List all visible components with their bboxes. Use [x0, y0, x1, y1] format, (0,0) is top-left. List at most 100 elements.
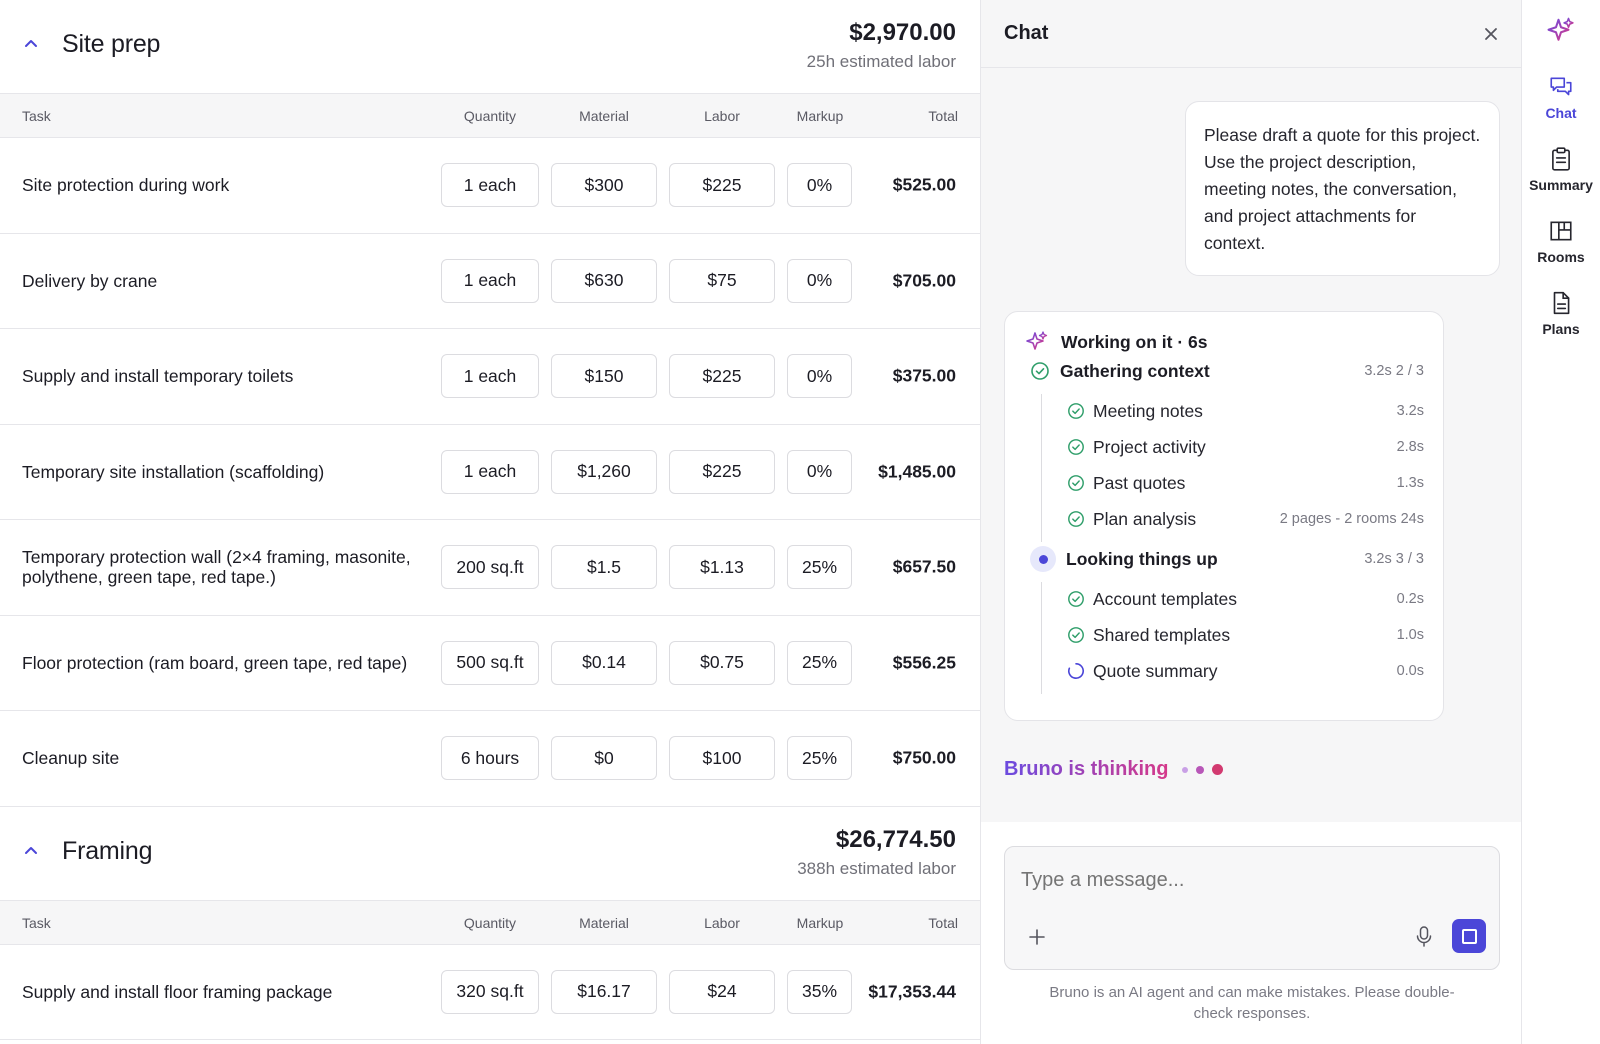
markup-field[interactable]: 0%: [787, 258, 852, 303]
labor-field[interactable]: $0.75: [669, 640, 775, 685]
thinking-indicator: Bruno is thinking: [1004, 758, 1224, 781]
quantity-field[interactable]: 200 sq.ft: [441, 545, 539, 590]
table-row: Temporary site installation (scaffolding…: [0, 425, 980, 520]
side-rail: Chat Summary Rooms Plans: [1522, 0, 1600, 1044]
row-total: $705.00: [892, 270, 956, 291]
check-circle-icon: [1068, 403, 1084, 419]
step-name: Past quotes: [1093, 472, 1186, 493]
quantity-field[interactable]: 1 each: [441, 449, 539, 494]
column-header-markup: Markup: [796, 914, 844, 931]
step-group-meta: 3.2s 3 / 3: [1364, 551, 1424, 567]
chat-title: Chat: [1004, 22, 1049, 44]
stop-icon: [1461, 928, 1477, 944]
chevron-up-icon[interactable]: [22, 842, 40, 860]
sparkle-icon[interactable]: [1546, 16, 1576, 46]
rail-label: Summary: [1529, 177, 1593, 193]
check-circle-icon: [1068, 591, 1084, 607]
row-total: $17,353.44: [868, 981, 956, 1002]
message-input[interactable]: [1021, 869, 1461, 892]
step-duration: 1.0s: [1396, 627, 1424, 643]
material-field[interactable]: $150: [551, 354, 657, 399]
task-name: Site protection during work: [22, 175, 230, 196]
quantity-field[interactable]: 1 each: [441, 258, 539, 303]
markup-field[interactable]: 0%: [787, 449, 852, 494]
thinking-text: Bruno is thinking: [1004, 758, 1169, 780]
material-field[interactable]: $16.17: [551, 969, 657, 1014]
labor-field[interactable]: $24: [669, 969, 775, 1014]
rail-item-chat[interactable]: Chat: [1522, 74, 1600, 121]
table-row: Site protection during work 1 each $300 …: [0, 138, 980, 234]
section-labor-estimate: 25h estimated labor: [806, 52, 956, 71]
row-total: $750.00: [892, 747, 956, 768]
step-group[interactable]: Gathering context 3.2s 2 / 3: [1030, 358, 1424, 384]
labor-field[interactable]: $225: [669, 449, 775, 494]
quantity-field[interactable]: 1 each: [441, 163, 539, 208]
step-group-name: Gathering context: [1060, 360, 1210, 381]
rail-item-summary[interactable]: Summary: [1522, 146, 1600, 193]
check-circle-icon: [1068, 627, 1084, 643]
task-name: Supply and install temporary toilets: [22, 366, 294, 387]
active-step-icon: [1030, 546, 1056, 572]
section-header-site-prep: Site prep $2,970.00 25h estimated labor: [0, 0, 980, 94]
task-name: Temporary site installation (scaffolding…: [22, 461, 325, 482]
markup-field[interactable]: 35%: [787, 969, 852, 1014]
task-name: Supply and install floor framing package: [22, 981, 333, 1002]
step-duration: 0.2s: [1396, 591, 1424, 607]
material-field[interactable]: $1,260: [551, 449, 657, 494]
table-header: Task Quantity Material Labor Markup Tota…: [0, 900, 980, 945]
labor-field[interactable]: $225: [669, 354, 775, 399]
step-group[interactable]: Looking things up 3.2s 3 / 3: [1030, 546, 1424, 572]
clipboard-icon: [1552, 147, 1570, 171]
column-header-material: Material: [579, 914, 629, 931]
plus-icon[interactable]: [1027, 927, 1047, 947]
typing-dots: [1182, 764, 1224, 775]
markup-field[interactable]: 25%: [787, 545, 852, 590]
step-duration: 0.0s: [1396, 663, 1424, 679]
disclaimer: Bruno is an AI agent and can make mistak…: [1049, 984, 1455, 1022]
section-title: Site prep: [62, 30, 161, 58]
row-total: $556.25: [892, 652, 956, 673]
material-field[interactable]: $0.14: [551, 640, 657, 685]
markup-field[interactable]: 0%: [787, 163, 852, 208]
markup-field[interactable]: 0%: [787, 354, 852, 399]
table-row: Floor protection (ram board, green tape,…: [0, 616, 980, 711]
stop-button[interactable]: [1452, 919, 1486, 953]
column-header-material: Material: [579, 108, 629, 124]
labor-field[interactable]: $1.13: [669, 545, 775, 590]
close-icon[interactable]: [1483, 26, 1499, 42]
material-field[interactable]: $300: [551, 163, 657, 208]
check-circle-icon: [1068, 511, 1084, 527]
table-row: Supply and install floor framing package…: [0, 945, 980, 1040]
step-connector: [1041, 582, 1042, 694]
rail-item-rooms[interactable]: Rooms: [1522, 218, 1600, 265]
chat-panel: Chat Please draft a quote for this proje…: [980, 0, 1522, 1044]
chat-header: Chat: [981, 0, 1521, 68]
composer-area: Bruno is an AI agent and can make mistak…: [981, 822, 1521, 1044]
step-duration: 2 pages - 2 rooms 24s: [1279, 511, 1424, 527]
rail-item-plans[interactable]: Plans: [1522, 290, 1600, 337]
markup-field[interactable]: 25%: [787, 640, 852, 685]
quantity-field[interactable]: 6 hours: [441, 736, 539, 781]
labor-field[interactable]: $75: [669, 258, 775, 303]
task-name: Floor protection (ram board, green tape,…: [22, 652, 408, 673]
row-total: $375.00: [892, 365, 956, 386]
markup-field[interactable]: 25%: [787, 736, 852, 781]
quantity-field[interactable]: 500 sq.ft: [441, 640, 539, 685]
material-field[interactable]: $0: [551, 736, 657, 781]
quantity-field[interactable]: 320 sq.ft: [441, 969, 539, 1014]
labor-field[interactable]: $100: [669, 736, 775, 781]
material-field[interactable]: $630: [551, 258, 657, 303]
section-total: $2,970.00: [849, 19, 956, 46]
step-item: Shared templates 1.0s: [1067, 622, 1424, 648]
progress-header: Working on it · 6s: [1025, 330, 1208, 354]
table-row: Supply and install temporary toilets 1 e…: [0, 329, 980, 425]
step-name: Account templates: [1093, 588, 1237, 609]
quantity-field[interactable]: 1 each: [441, 354, 539, 399]
agent-progress-card: Working on it · 6s Gathering context 3.2…: [1004, 311, 1444, 721]
labor-field[interactable]: $225: [669, 163, 775, 208]
sparkle-icon: [1026, 331, 1048, 350]
microphone-icon[interactable]: [1413, 925, 1435, 949]
task-name: Cleanup site: [22, 748, 120, 769]
chevron-up-icon[interactable]: [22, 35, 40, 53]
material-field[interactable]: $1.5: [551, 545, 657, 590]
